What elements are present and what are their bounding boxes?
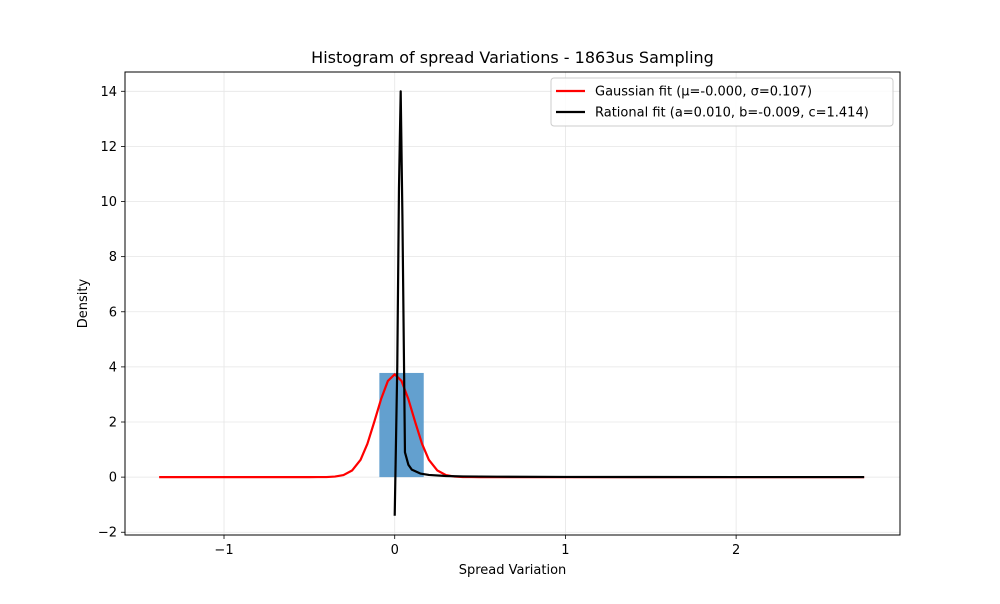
x-tick-label: 1 bbox=[561, 543, 569, 558]
legend-rational-label: Rational fit (a=0.010, b=-0.009, c=1.414… bbox=[595, 106, 869, 121]
y-axis-label: Density bbox=[76, 278, 91, 328]
x-axis-label: Spread Variation bbox=[459, 563, 567, 578]
y-tick-label: −2 bbox=[98, 526, 117, 541]
y-tick-label: 0 bbox=[109, 471, 117, 486]
legend-gaussian-label: Gaussian fit (μ=-0.000, σ=0.107) bbox=[595, 85, 812, 100]
y-tick-label: 4 bbox=[109, 360, 117, 375]
x-tick-label: 2 bbox=[732, 543, 740, 558]
chart-title: Histogram of spread Variations - 1863us … bbox=[311, 48, 714, 67]
y-tick-label: 2 bbox=[109, 416, 117, 431]
y-tick-label: 10 bbox=[100, 195, 117, 210]
legend-box bbox=[550, 77, 894, 127]
grid bbox=[125, 72, 900, 535]
x-tick-label: −1 bbox=[214, 543, 233, 558]
plot-frame bbox=[124, 71, 901, 536]
x-tick-label: 0 bbox=[391, 543, 399, 558]
fit-lines bbox=[159, 90, 865, 516]
y-tick-label: 14 bbox=[100, 85, 117, 100]
y-tick-label: 6 bbox=[109, 305, 117, 320]
legend: Gaussian fit (μ=-0.000, σ=0.107) Rational… bbox=[550, 77, 894, 127]
y-tick-label: 8 bbox=[109, 250, 117, 265]
rational-fit-line bbox=[393, 90, 865, 516]
y-tick-label: 12 bbox=[100, 140, 117, 155]
